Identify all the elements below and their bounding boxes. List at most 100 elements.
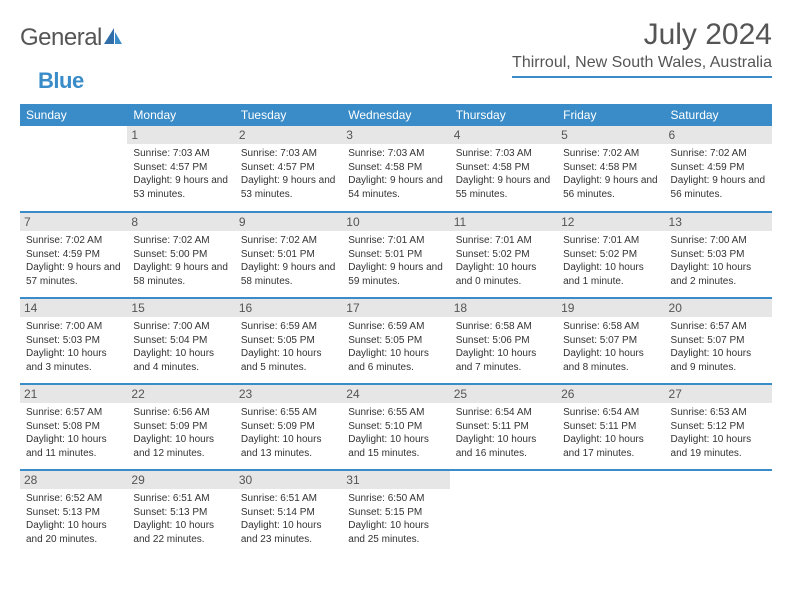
calendar-cell: 11Sunrise: 7:01 AMSunset: 5:02 PMDayligh… (450, 212, 557, 298)
daylight-text: Daylight: 10 hours and 20 minutes. (26, 519, 121, 546)
day-header: Tuesday (235, 104, 342, 126)
sunset-text: Sunset: 4:59 PM (26, 248, 121, 262)
sunrise-text: Sunrise: 6:52 AM (26, 492, 121, 506)
day-info: Sunrise: 6:51 AMSunset: 5:13 PMDaylight:… (133, 492, 228, 546)
sunset-text: Sunset: 5:01 PM (348, 248, 443, 262)
calendar-cell (20, 126, 127, 212)
sunrise-text: Sunrise: 7:03 AM (348, 147, 443, 161)
sunset-text: Sunset: 4:59 PM (671, 161, 766, 175)
sunset-text: Sunset: 5:08 PM (26, 420, 121, 434)
sunrise-text: Sunrise: 6:58 AM (456, 320, 551, 334)
calendar-cell: 5Sunrise: 7:02 AMSunset: 4:58 PMDaylight… (557, 126, 664, 212)
daylight-text: Daylight: 10 hours and 23 minutes. (241, 519, 336, 546)
day-number: 9 (235, 213, 342, 231)
sunrise-text: Sunrise: 6:51 AM (241, 492, 336, 506)
day-number: 29 (127, 471, 234, 489)
calendar-cell: 26Sunrise: 6:54 AMSunset: 5:11 PMDayligh… (557, 384, 664, 470)
day-number: 6 (665, 126, 772, 144)
day-info: Sunrise: 6:50 AMSunset: 5:15 PMDaylight:… (348, 492, 443, 546)
sunset-text: Sunset: 5:12 PM (671, 420, 766, 434)
day-number: 26 (557, 385, 664, 403)
sunrise-text: Sunrise: 6:59 AM (241, 320, 336, 334)
day-info: Sunrise: 6:52 AMSunset: 5:13 PMDaylight:… (26, 492, 121, 546)
sunrise-text: Sunrise: 7:01 AM (456, 234, 551, 248)
calendar-cell: 31Sunrise: 6:50 AMSunset: 5:15 PMDayligh… (342, 470, 449, 556)
sunset-text: Sunset: 5:13 PM (26, 506, 121, 520)
sunset-text: Sunset: 5:07 PM (671, 334, 766, 348)
brand-name-2: Blue (38, 68, 84, 94)
calendar-cell: 7Sunrise: 7:02 AMSunset: 4:59 PMDaylight… (20, 212, 127, 298)
day-number: 16 (235, 299, 342, 317)
day-number: 27 (665, 385, 772, 403)
sunset-text: Sunset: 5:04 PM (133, 334, 228, 348)
sunset-text: Sunset: 5:00 PM (133, 248, 228, 262)
sunset-text: Sunset: 5:05 PM (348, 334, 443, 348)
day-info: Sunrise: 7:00 AMSunset: 5:03 PMDaylight:… (671, 234, 766, 288)
sunrise-text: Sunrise: 6:59 AM (348, 320, 443, 334)
sunset-text: Sunset: 4:58 PM (456, 161, 551, 175)
sunrise-text: Sunrise: 7:03 AM (241, 147, 336, 161)
sunset-text: Sunset: 5:09 PM (241, 420, 336, 434)
daylight-text: Daylight: 10 hours and 19 minutes. (671, 433, 766, 460)
daylight-text: Daylight: 9 hours and 54 minutes. (348, 174, 443, 201)
day-info: Sunrise: 6:55 AMSunset: 5:09 PMDaylight:… (241, 406, 336, 460)
sunrise-text: Sunrise: 7:01 AM (563, 234, 658, 248)
day-number: 14 (20, 299, 127, 317)
sunrise-text: Sunrise: 7:00 AM (133, 320, 228, 334)
calendar-week: 14 Sunrise: 7:00 AMSunset: 5:03 PMDayligh… (20, 298, 772, 384)
sunset-text: Sunset: 5:06 PM (456, 334, 551, 348)
daylight-text: Daylight: 9 hours and 53 minutes. (133, 174, 228, 201)
calendar-week: 1 Sunrise: 7:03 AMSunset: 4:57 PMDaylight… (20, 126, 772, 212)
day-info: Sunrise: 6:57 AMSunset: 5:07 PMDaylight:… (671, 320, 766, 374)
calendar-week: 7Sunrise: 7:02 AMSunset: 4:59 PMDaylight… (20, 212, 772, 298)
sunset-text: Sunset: 4:58 PM (563, 161, 658, 175)
day-header: Saturday (665, 104, 772, 126)
calendar-cell: 12Sunrise: 7:01 AMSunset: 5:02 PMDayligh… (557, 212, 664, 298)
sunrise-text: Sunrise: 6:53 AM (671, 406, 766, 420)
calendar-week: 21Sunrise: 6:57 AMSunset: 5:08 PMDayligh… (20, 384, 772, 470)
calendar-cell: 29 Sunrise: 6:51 AMSunset: 5:13 PMDayligh… (127, 470, 234, 556)
day-info: Sunrise: 7:03 AMSunset: 4:58 PMDaylight:… (456, 147, 551, 201)
sunset-text: Sunset: 5:15 PM (348, 506, 443, 520)
daylight-text: Daylight: 10 hours and 25 minutes. (348, 519, 443, 546)
calendar-cell: 16 Sunrise: 6:59 AMSunset: 5:05 PMDayligh… (235, 298, 342, 384)
day-number: 4 (450, 126, 557, 144)
daylight-text: Daylight: 10 hours and 7 minutes. (456, 347, 551, 374)
calendar-cell: 28 Sunrise: 6:52 AMSunset: 5:13 PMDayligh… (20, 470, 127, 556)
sunrise-text: Sunrise: 7:02 AM (671, 147, 766, 161)
day-header: Sunday (20, 104, 127, 126)
daylight-text: Daylight: 9 hours and 59 minutes. (348, 261, 443, 288)
daylight-text: Daylight: 10 hours and 1 minute. (563, 261, 658, 288)
calendar-cell: 6Sunrise: 7:02 AMSunset: 4:59 PMDaylight… (665, 126, 772, 212)
daylight-text: Daylight: 10 hours and 3 minutes. (26, 347, 121, 374)
daylight-text: Daylight: 10 hours and 4 minutes. (133, 347, 228, 374)
day-info: Sunrise: 7:00 AMSunset: 5:03 PMDaylight:… (26, 320, 121, 374)
day-info: Sunrise: 6:54 AMSunset: 5:11 PMDaylight:… (456, 406, 551, 460)
sunrise-text: Sunrise: 7:00 AM (26, 320, 121, 334)
sunrise-text: Sunrise: 7:02 AM (26, 234, 121, 248)
day-number: 25 (450, 385, 557, 403)
calendar-cell: 19Sunrise: 6:58 AMSunset: 5:07 PMDayligh… (557, 298, 664, 384)
daylight-text: Daylight: 10 hours and 5 minutes. (241, 347, 336, 374)
calendar-cell (450, 470, 557, 556)
day-number: 21 (20, 385, 127, 403)
calendar-cell: 9Sunrise: 7:02 AMSunset: 5:01 PMDaylight… (235, 212, 342, 298)
daylight-text: Daylight: 10 hours and 2 minutes. (671, 261, 766, 288)
day-number: 28 (20, 471, 127, 489)
sunrise-text: Sunrise: 6:55 AM (241, 406, 336, 420)
sunset-text: Sunset: 5:05 PM (241, 334, 336, 348)
brand-name-1: General (20, 24, 102, 52)
day-number: 1 (127, 126, 234, 144)
calendar-cell: 10Sunrise: 7:01 AMSunset: 5:01 PMDayligh… (342, 212, 449, 298)
calendar-cell: 2Sunrise: 7:03 AMSunset: 4:57 PMDaylight… (235, 126, 342, 212)
calendar-cell: 17Sunrise: 6:59 AMSunset: 5:05 PMDayligh… (342, 298, 449, 384)
day-info: Sunrise: 7:03 AMSunset: 4:57 PMDaylight:… (241, 147, 336, 201)
sail-icon (102, 26, 124, 51)
sunrise-text: Sunrise: 6:51 AM (133, 492, 228, 506)
day-info: Sunrise: 7:02 AMSunset: 5:00 PMDaylight:… (133, 234, 228, 288)
sunrise-text: Sunrise: 6:54 AM (456, 406, 551, 420)
day-number: 12 (557, 213, 664, 231)
calendar-cell: 27 Sunrise: 6:53 AMSunset: 5:12 PMDayligh… (665, 384, 772, 470)
sunrise-text: Sunrise: 7:03 AM (456, 147, 551, 161)
calendar-cell: 21Sunrise: 6:57 AMSunset: 5:08 PMDayligh… (20, 384, 127, 470)
